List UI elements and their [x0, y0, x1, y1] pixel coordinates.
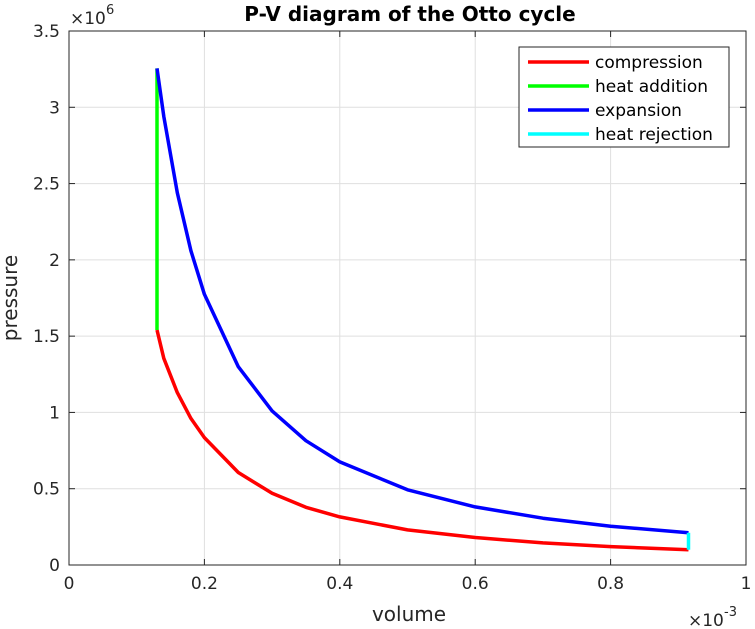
- y-axis-label: pressure: [0, 255, 22, 341]
- series-layer: [155, 68, 691, 552]
- series-compression: [155, 329, 689, 552]
- y-exponent-power: 6: [106, 3, 114, 18]
- x-tick-label: 0: [64, 574, 75, 594]
- ticks: 0 0.2 0.4 0.6 0.8 1 0 0.5 1 1.5 2 2.5 3 3.5: [33, 22, 751, 594]
- legend-label: expansion: [595, 101, 682, 121]
- legend-label: compression: [595, 53, 703, 73]
- x-exponent: ×10 -3: [688, 605, 737, 629]
- x-tick-label: 0.6: [462, 574, 489, 594]
- y-tick-label: 1: [49, 403, 60, 423]
- x-exponent-base: ×10: [688, 611, 724, 629]
- x-tick-label: 0.2: [191, 574, 218, 594]
- x-exponent-power: -3: [724, 605, 737, 620]
- y-tick-label: 1.5: [33, 327, 60, 347]
- y-tick-label: 0: [49, 556, 60, 576]
- x-tick-label: 0.4: [326, 574, 353, 594]
- legend-label: heat addition: [595, 77, 708, 97]
- legend: compression heat addition expansion heat re…: [518, 46, 730, 148]
- x-tick-label: 1: [741, 574, 752, 594]
- y-exponent: ×10 6: [70, 3, 114, 29]
- chart-title: P-V diagram of the Otto cycle: [244, 2, 575, 26]
- x-tick-label: 0.8: [597, 574, 624, 594]
- plot-area: [68, 30, 747, 566]
- y-tick-label: 3: [49, 98, 60, 118]
- y-exponent-base: ×10: [70, 9, 106, 29]
- y-tick-label: 2: [49, 251, 60, 271]
- y-tick-label: 2.5: [33, 175, 60, 195]
- y-tick-label: 0.5: [33, 480, 60, 500]
- y-tick-label: 3.5: [33, 22, 60, 42]
- legend-label: heat rejection: [595, 125, 713, 145]
- x-axis-label: volume: [372, 602, 446, 626]
- series-expansion: [155, 68, 689, 535]
